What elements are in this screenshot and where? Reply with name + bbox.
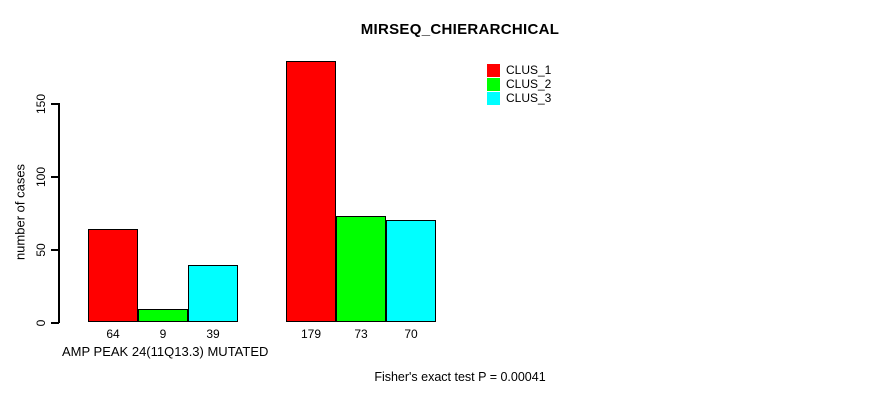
- y-axis-tick-label: 50: [34, 243, 48, 257]
- y-axis-label: number of cases: [12, 163, 28, 261]
- y-axis-tick: [51, 176, 59, 178]
- bar-value-label: 9: [159, 327, 167, 341]
- x-group-label: AMP PEAK 24(11Q13.3) MUTATED: [62, 344, 269, 359]
- bar-clus_3-group1: [188, 265, 238, 322]
- y-axis-tick: [51, 249, 59, 251]
- legend-label-clus-1: CLUS_1: [506, 63, 552, 77]
- legend-swatch-clus-2-icon: [487, 78, 500, 91]
- y-axis-tick-label: 0: [34, 319, 48, 327]
- bar-clus_3-group2: [386, 220, 436, 322]
- legend-item-clus-3: CLUS_3: [487, 92, 551, 105]
- legend-swatch-clus-3-icon: [487, 92, 500, 105]
- legend-label-clus-2: CLUS_2: [506, 77, 552, 91]
- bar-clus_2-group1: [138, 308, 188, 322]
- bar-value-label: 39: [206, 327, 220, 341]
- legend-item-clus-1: CLUS_1: [487, 64, 551, 77]
- legend: CLUS_1 CLUS_2 CLUS_3: [487, 64, 551, 105]
- y-axis-tick-label: 150: [34, 94, 48, 115]
- bar-value-label: 64: [106, 327, 120, 341]
- legend-swatch-clus-1-icon: [487, 64, 500, 77]
- bar-value-label: 179: [300, 327, 322, 341]
- legend-label-clus-3: CLUS_3: [506, 91, 552, 105]
- y-axis-tick: [51, 103, 59, 105]
- bar-clus_2-group2: [336, 215, 386, 322]
- legend-item-clus-2: CLUS_2: [487, 78, 551, 91]
- y-axis-line: [58, 103, 60, 324]
- bar-clus_1-group1: [88, 228, 138, 322]
- chart-title: MIRSEQ_CHIERARCHICAL: [360, 21, 560, 38]
- y-axis-tick: [51, 322, 59, 324]
- bar-value-label: 73: [354, 327, 368, 341]
- y-axis-tick-label: 100: [34, 167, 48, 188]
- fisher-test-annotation: Fisher's exact test P = 0.00041: [374, 370, 546, 384]
- bar-value-label: 70: [404, 327, 418, 341]
- bar-clus_1-group2: [286, 61, 336, 322]
